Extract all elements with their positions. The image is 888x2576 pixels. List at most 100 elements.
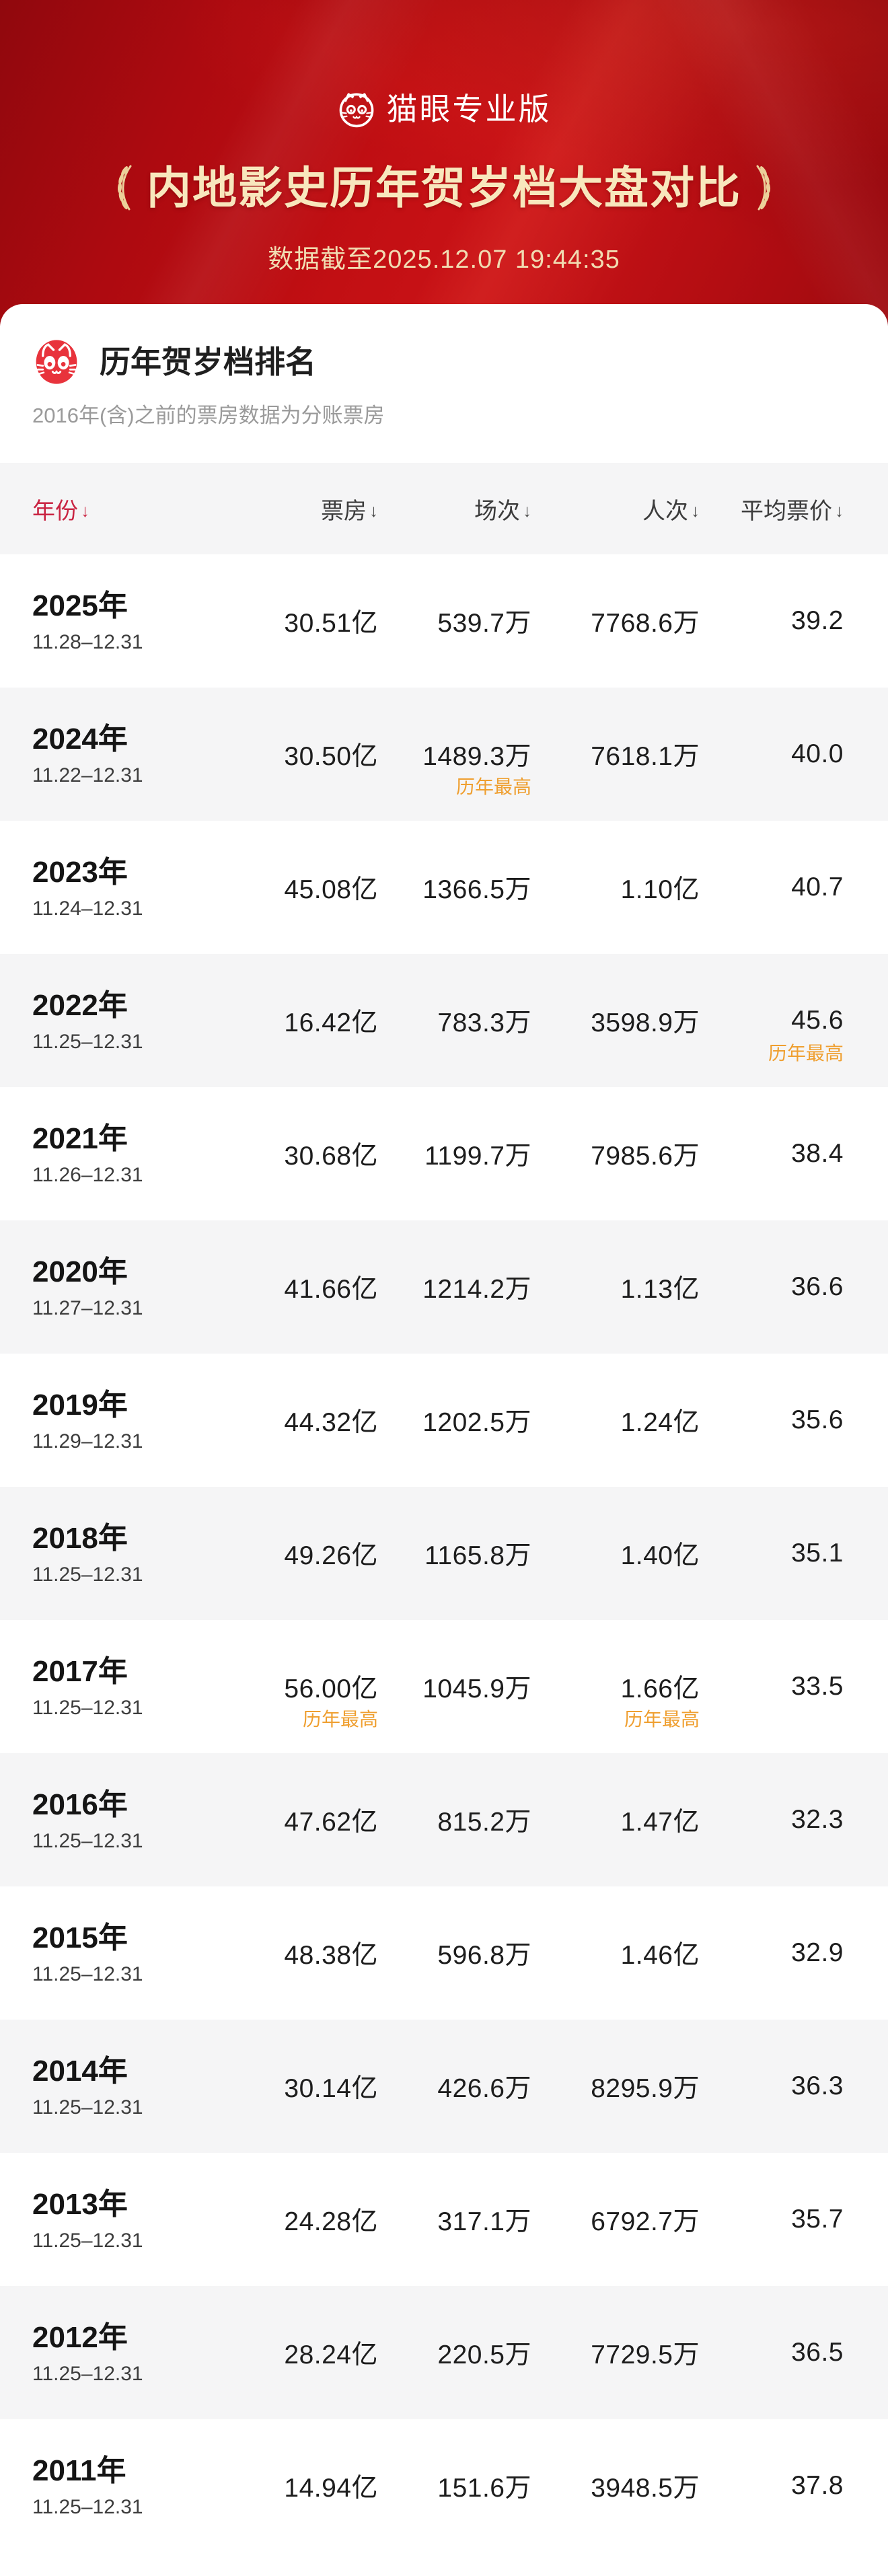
year-label: 2015年 <box>32 1921 128 1954</box>
data-timestamp: 数据截至2025.12.07 19:44:35 <box>268 246 620 274</box>
table-row: 2011年 11.25–12.31 14.94亿 151.6万 3948.5万 37.8 <box>0 2419 888 2552</box>
avg_price-value: 32.9 <box>791 1938 844 1967</box>
column-header-avg_price[interactable]: 平均票价 ↓ <box>700 492 844 525</box>
year-cell: 2023年 11.24–12.31 <box>32 821 244 954</box>
admissions-cell: 7985.6万 <box>531 1087 700 1220</box>
admissions-cell: 1.24亿 <box>531 1354 700 1487</box>
box_office-cell: 24.28亿 <box>244 2153 378 2286</box>
box_office-value: 30.50亿 <box>284 742 378 771</box>
year-cell: 2020年 11.27–12.31 <box>32 1220 244 1354</box>
column-header-year[interactable]: 年份 ↓ <box>32 492 244 525</box>
year-label: 2022年 <box>32 989 128 1022</box>
table-row: 2021年 11.26–12.31 30.68亿 1199.7万 7985.6万 38.4 <box>0 1087 888 1220</box>
hero-banner: 猫眼专业版 内地影史历年贺岁档大盘对比 数据截至2025.12.07 19:44… <box>0 0 888 326</box>
date-range: 11.22–12.31 <box>32 764 143 786</box>
sessions-cell: 151.6万 <box>378 2419 531 2552</box>
admissions-cell: 1.10亿 <box>531 821 700 954</box>
date-range: 11.25–12.31 <box>32 2096 143 2119</box>
sessions-cell: 1214.2万 <box>378 1220 531 1354</box>
date-range: 11.25–12.31 <box>32 2496 143 2518</box>
column-header-sessions[interactable]: 场次 ↓ <box>378 492 531 525</box>
box_office-value: 30.14亿 <box>284 2074 378 2103</box>
year-label: 2024年 <box>32 723 128 756</box>
year-cell: 2011年 11.25–12.31 <box>32 2419 244 2552</box>
admissions-cell: 7729.5万 <box>531 2286 700 2419</box>
year-label: 2020年 <box>32 1255 128 1288</box>
brand-row: 猫眼专业版 <box>0 0 888 131</box>
admissions-cell: 1.47亿 <box>531 1753 700 1886</box>
date-range: 11.24–12.31 <box>32 897 143 920</box>
sort-desc-icon: ↓ <box>523 501 531 521</box>
brand-name: 猫眼专业版 <box>386 91 552 126</box>
date-range: 11.29–12.31 <box>32 1430 143 1452</box>
sessions-value: 1489.3万 <box>422 742 531 771</box>
highest-ever-badge: 历年最高 <box>768 1043 844 1064</box>
box_office-cell: 44.32亿 <box>244 1354 378 1487</box>
avg_price-value: 32.3 <box>791 1805 844 1834</box>
admissions-value: 1.47亿 <box>620 1808 700 1837</box>
box_office-cell: 56.00亿 历年最高 <box>244 1620 378 1753</box>
avg_price-cell: 36.6 <box>700 1220 844 1354</box>
highest-ever-badge: 历年最高 <box>455 776 531 797</box>
table-row: 2025年 11.28–12.31 30.51亿 539.7万 7768.6万 39.2 <box>0 554 888 688</box>
admissions-value: 3948.5万 <box>591 2474 700 2503</box>
table-row: 2015年 11.25–12.31 48.38亿 596.8万 1.46亿 32.9 <box>0 1886 888 2020</box>
admissions-value: 3598.9万 <box>591 1008 700 1037</box>
avg_price-value: 35.1 <box>791 1539 844 1568</box>
sessions-value: 220.5万 <box>437 2341 531 2369</box>
table-row: 2023年 11.24–12.31 45.08亿 1366.5万 1.10亿 40.7 <box>0 821 888 954</box>
table-row: 2018年 11.25–12.31 49.26亿 1165.8万 1.40亿 35.1 <box>0 1487 888 1620</box>
sort-desc-icon: ↓ <box>369 501 378 521</box>
column-header-admissions[interactable]: 人次 ↓ <box>531 492 700 525</box>
year-cell: 2021年 11.26–12.31 <box>32 1087 244 1220</box>
column-label: 人次 <box>642 498 688 524</box>
box_office-value: 49.26亿 <box>284 1541 378 1570</box>
avg_price-value: 36.5 <box>791 2338 844 2367</box>
column-label: 场次 <box>474 498 520 524</box>
table-row: 2024年 11.22–12.31 30.50亿 1489.3万 历年最高 7618.1万… <box>0 688 888 821</box>
sessions-cell: 539.7万 <box>378 554 531 688</box>
date-range: 11.27–12.31 <box>32 1297 143 1319</box>
box_office-cell: 49.26亿 <box>244 1487 378 1620</box>
column-header-box_office[interactable]: 票房 ↓ <box>244 492 378 525</box>
sessions-cell: 783.3万 <box>378 954 531 1087</box>
avg_price-cell: 36.5 <box>700 2286 844 2419</box>
laurel-right-icon <box>756 165 771 211</box>
box_office-value: 44.32亿 <box>284 1408 378 1437</box>
sessions-value: 539.7万 <box>437 609 531 638</box>
avg_price-cell: 38.4 <box>700 1087 844 1220</box>
box_office-value: 30.51亿 <box>284 609 378 638</box>
admissions-value: 1.24亿 <box>620 1408 700 1437</box>
avg_price-value: 40.7 <box>791 873 844 901</box>
year-cell: 2013年 11.25–12.31 <box>32 2153 244 2286</box>
year-cell: 2024年 11.22–12.31 <box>32 688 244 821</box>
avg_price-value: 33.5 <box>791 1672 844 1701</box>
sort-desc-icon: ↓ <box>691 501 700 521</box>
sessions-value: 1165.8万 <box>424 1541 531 1570</box>
admissions-cell: 8295.9万 <box>531 2020 700 2153</box>
year-label: 2017年 <box>32 1655 128 1688</box>
admissions-cell: 7768.6万 <box>531 554 700 688</box>
box_office-value: 24.28亿 <box>284 2207 378 2236</box>
admissions-value: 1.66亿 <box>620 1675 700 1703</box>
sessions-cell: 1199.7万 <box>378 1087 531 1220</box>
table-body: 2025年 11.28–12.31 30.51亿 539.7万 7768.6万 39.2 2… <box>0 554 888 2552</box>
admissions-value: 1.46亿 <box>620 1941 700 1970</box>
admissions-value: 7729.5万 <box>591 2341 700 2369</box>
year-cell: 2019年 11.29–12.31 <box>32 1354 244 1487</box>
admissions-value: 1.10亿 <box>620 875 700 904</box>
card-header: 历年贺岁档排名 <box>0 304 888 386</box>
sessions-value: 1214.2万 <box>422 1275 531 1304</box>
sessions-cell: 1366.5万 <box>378 821 531 954</box>
admissions-cell: 1.46亿 <box>531 1886 700 2020</box>
avg_price-cell: 35.1 <box>700 1487 844 1620</box>
box_office-cell: 16.42亿 <box>244 954 378 1087</box>
avg_price-value: 35.6 <box>791 1405 844 1434</box>
avg_price-cell: 37.8 <box>700 2419 844 2552</box>
avg_price-value: 37.8 <box>791 2471 844 2500</box>
avg_price-cell: 36.3 <box>700 2020 844 2153</box>
avg_price-cell: 35.6 <box>700 1354 844 1487</box>
sessions-cell: 220.5万 <box>378 2286 531 2419</box>
avg_price-value: 39.2 <box>791 606 844 635</box>
ranking-card: 历年贺岁档排名 2016年(含)之前的票房数据为分账票房 年份 ↓ 票房 ↓ 场次 ↓ 人次… <box>0 304 888 2576</box>
